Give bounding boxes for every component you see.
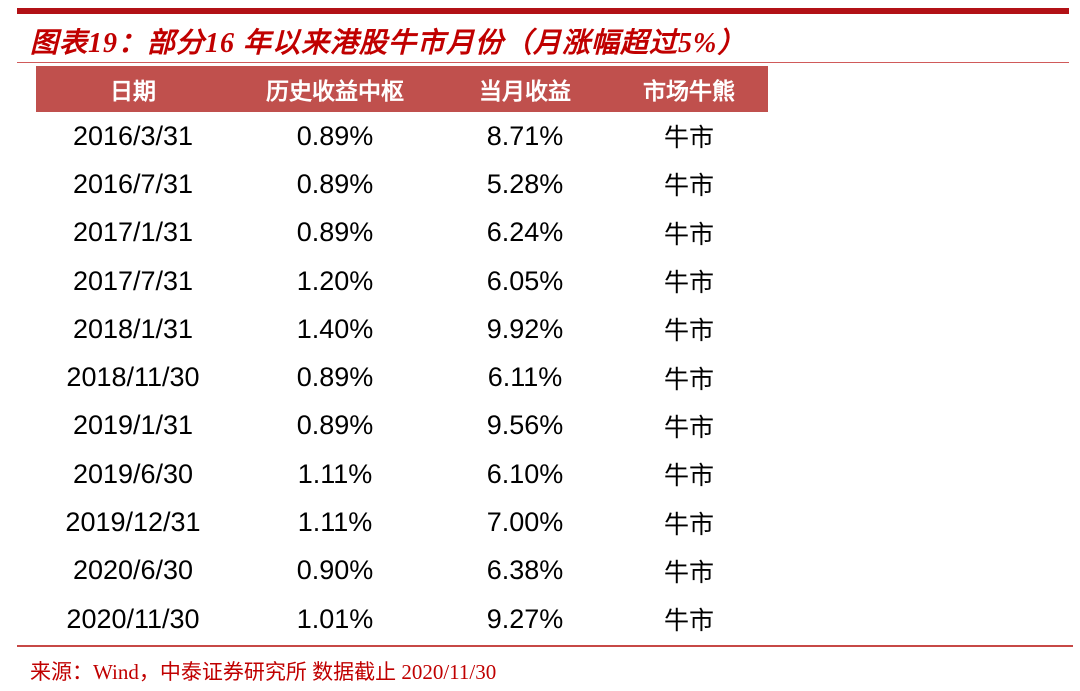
figure-title: 图表19：部分16 年以来港股牛市月份（月涨幅超过5%） xyxy=(30,28,747,59)
table-row: 2017/1/31 0.89% 6.24% 牛市 xyxy=(36,209,768,257)
table-row: 2020/6/30 0.90% 6.38% 牛市 xyxy=(36,547,768,595)
table-row: 2019/1/31 0.89% 9.56% 牛市 xyxy=(36,402,768,450)
cell-monthly-return: 6.38% xyxy=(486,555,564,586)
cell-market-state: 牛市 xyxy=(663,125,714,153)
cell-date: 2020/11/30 xyxy=(66,603,200,634)
cell-historical-return-center: 1.11% xyxy=(297,458,373,489)
cell-monthly-return: 8.71% xyxy=(486,120,564,151)
footer-divider-line xyxy=(17,645,1073,647)
cell-date: 2019/1/31 xyxy=(72,410,194,441)
cell-date: 2016/3/31 xyxy=(72,120,194,151)
cell-date: 2017/7/31 xyxy=(72,265,194,296)
cell-market-state: 牛市 xyxy=(663,221,714,249)
table-row: 2016/3/31 0.89% 8.71% 牛市 xyxy=(36,112,768,160)
cell-historical-return-center: 0.89% xyxy=(296,120,374,151)
cell-historical-return-center: 1.11% xyxy=(297,507,373,538)
table-row: 2016/7/31 0.89% 5.28% 牛市 xyxy=(36,160,768,208)
cell-historical-return-center: 1.01% xyxy=(296,603,374,634)
cell-market-state: 牛市 xyxy=(663,173,714,201)
column-header-date: 日期 xyxy=(110,78,156,104)
cell-historical-return-center: 1.20% xyxy=(296,265,374,296)
cell-market-state: 牛市 xyxy=(663,366,714,394)
cell-market-state: 牛市 xyxy=(663,511,714,539)
cell-historical-return-center: 1.40% xyxy=(296,313,374,344)
top-accent-bar xyxy=(17,8,1069,14)
cell-date: 2016/7/31 xyxy=(72,168,194,199)
cell-monthly-return: 7.00% xyxy=(486,507,564,538)
table-row: 2020/11/30 1.01% 9.27% 牛市 xyxy=(36,595,768,643)
cell-date: 2018/11/30 xyxy=(66,362,200,393)
cell-market-state: 牛市 xyxy=(663,318,714,346)
cell-historical-return-center: 0.89% xyxy=(296,217,374,248)
cell-monthly-return: 6.24% xyxy=(486,217,564,248)
cell-monthly-return: 6.05% xyxy=(486,265,564,296)
cell-date: 2020/6/30 xyxy=(72,555,194,586)
table-header-row: 日期 历史收益中枢 当月收益 市场牛熊 xyxy=(36,66,768,112)
cell-monthly-return: 9.56% xyxy=(486,410,564,441)
cell-monthly-return: 9.92% xyxy=(486,313,564,344)
cell-monthly-return: 6.10% xyxy=(486,458,564,489)
cell-monthly-return: 5.28% xyxy=(486,168,564,199)
source-note: 来源：Wind，中泰证券研究所 数据截止 2020/11/30 xyxy=(30,660,497,684)
cell-market-state: 牛市 xyxy=(663,608,714,636)
bull-market-table: 日期 历史收益中枢 当月收益 市场牛熊 2016/3/31 0.89% 8.71… xyxy=(36,66,768,643)
column-header-market-state: 市场牛熊 xyxy=(643,78,735,104)
cell-market-state: 牛市 xyxy=(663,270,714,298)
cell-historical-return-center: 0.89% xyxy=(296,168,374,199)
table-row: 2018/1/31 1.40% 9.92% 牛市 xyxy=(36,305,768,353)
table-row: 2017/7/31 1.20% 6.05% 牛市 xyxy=(36,257,768,305)
title-divider-line xyxy=(17,62,1069,63)
cell-monthly-return: 6.11% xyxy=(487,362,563,393)
cell-market-state: 牛市 xyxy=(663,414,714,442)
table-row: 2018/11/30 0.89% 6.11% 牛市 xyxy=(36,353,768,401)
cell-date: 2019/6/30 xyxy=(72,458,194,489)
table-row: 2019/6/30 1.11% 6.10% 牛市 xyxy=(36,450,768,498)
cell-date: 2019/12/31 xyxy=(65,507,201,538)
cell-historical-return-center: 0.89% xyxy=(296,362,374,393)
cell-market-state: 牛市 xyxy=(663,559,714,587)
cell-monthly-return: 9.27% xyxy=(486,603,564,634)
cell-historical-return-center: 0.89% xyxy=(296,410,374,441)
column-header-monthly-return: 当月收益 xyxy=(479,78,571,104)
cell-historical-return-center: 0.90% xyxy=(296,555,374,586)
table-row: 2019/12/31 1.11% 7.00% 牛市 xyxy=(36,498,768,546)
cell-market-state: 牛市 xyxy=(663,463,714,491)
column-header-historical-return-center: 历史收益中枢 xyxy=(266,78,404,104)
cell-date: 2017/1/31 xyxy=(72,217,194,248)
cell-date: 2018/1/31 xyxy=(72,313,194,344)
